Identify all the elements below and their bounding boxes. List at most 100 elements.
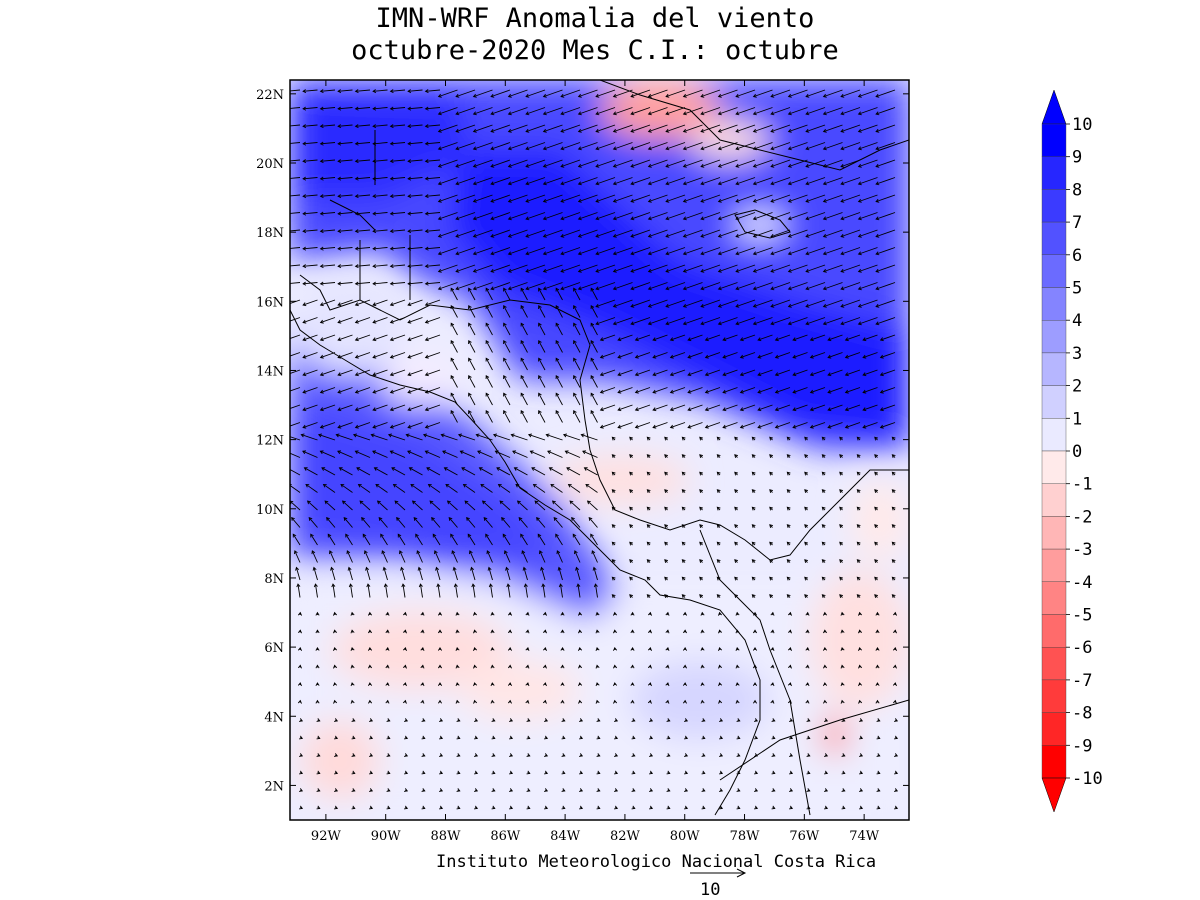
wind-vector-head [809, 407, 814, 412]
wind-vector-head [879, 337, 884, 342]
wind-vector-head [583, 467, 588, 471]
wind-vector [827, 387, 843, 393]
wind-vector-head [771, 718, 776, 722]
wind-vector [543, 107, 563, 115]
wind-vector [525, 107, 546, 115]
wind-vector-head [490, 216, 495, 221]
wind-vector-head [718, 611, 723, 616]
wind-vector-head [337, 354, 342, 359]
wind-vector [858, 177, 878, 185]
wind-vector-head [631, 718, 636, 722]
wind-vector-head [302, 194, 307, 199]
wind-vector-head [614, 718, 619, 722]
wind-vector [805, 247, 826, 255]
wind-vector-head [630, 682, 635, 687]
wind-vector-head [716, 541, 721, 546]
wind-vector [880, 334, 896, 341]
wind-vector-head [824, 735, 829, 740]
wind-vector [530, 450, 546, 458]
wind-vector-head [346, 550, 351, 555]
wind-vector-head [542, 611, 547, 616]
wind-vector-head [752, 93, 757, 98]
wind-vector-head [337, 424, 342, 429]
wind-vector-head [440, 433, 445, 438]
wind-vector [823, 264, 843, 273]
wind-vector-head [629, 559, 634, 564]
wind-vector [520, 323, 528, 336]
central-america-caribbean-coast [299, 274, 909, 561]
wind-vector-head [821, 471, 826, 476]
wind-vector-head [560, 93, 565, 98]
wind-vector-head [407, 229, 412, 234]
wind-vector-head [700, 146, 705, 151]
wind-vector-head [560, 268, 565, 273]
wind-vector-head [717, 198, 722, 203]
wind-vector [630, 107, 651, 115]
wind-vector-head [560, 163, 565, 168]
wind-vector-head [490, 111, 495, 116]
wind-vector-head [839, 454, 844, 459]
wind-vector [560, 247, 581, 255]
wind-vector-head [343, 517, 348, 521]
wind-vector-head [595, 303, 600, 308]
wind-vector-head [716, 436, 721, 441]
wind-vector-head [389, 389, 394, 394]
wind-vector-head [354, 89, 359, 94]
wind-vector [718, 89, 738, 98]
wind-vector-head [630, 93, 635, 98]
wind-vector-head [561, 735, 566, 740]
wind-vector-head [613, 682, 618, 687]
wind-vector-head [735, 699, 740, 704]
wind-vector [483, 517, 493, 528]
wind-vector-head [372, 89, 377, 94]
wind-vector-head [634, 337, 639, 342]
wind-vector-head [341, 500, 346, 505]
wind-vector-head [856, 471, 861, 476]
wind-vector [303, 177, 318, 180]
wind-vector-head [770, 216, 775, 221]
wind-vector-head [297, 699, 302, 704]
wind-vector-head [891, 541, 896, 546]
wind-vector-head [844, 424, 849, 429]
wind-vector-head [634, 354, 639, 359]
wind-vector [438, 159, 458, 168]
wind-vector [508, 229, 528, 238]
wind-vector [718, 124, 738, 133]
wind-vector [648, 142, 668, 150]
wind-vector-head [874, 541, 879, 546]
wind-vector-head [389, 450, 394, 455]
wind-vector [408, 177, 423, 180]
wind-vector [399, 550, 406, 563]
wind-vector-head [389, 302, 394, 307]
wind-vector-head [652, 372, 657, 377]
wind-vector-head [503, 410, 507, 415]
wind-vector-head [595, 251, 600, 256]
wind-vector-head [611, 471, 616, 476]
wind-vector-head [577, 611, 583, 616]
wind-vector [290, 282, 301, 284]
wind-vector-head [875, 111, 880, 116]
wind-vector [450, 288, 458, 301]
wind-vector [400, 567, 406, 581]
wind-vector-head [879, 389, 884, 394]
wind-vector-head [299, 788, 304, 792]
wind-vector-head [286, 320, 289, 323]
colorbar-label: 9 [1072, 148, 1082, 168]
wind-vector-head [455, 146, 460, 151]
wind-vector-head [525, 163, 530, 168]
wind-vector [590, 305, 598, 318]
wind-vector-head [555, 533, 559, 538]
wind-vector-head [542, 629, 547, 634]
wind-vector-head [551, 500, 556, 505]
lat-tick-label: 22N [256, 88, 284, 103]
wind-vector-head [302, 211, 307, 216]
wind-vector-head [669, 337, 674, 342]
wind-vector-head [735, 233, 740, 238]
wind-vector-head [286, 390, 289, 393]
wind-vector [302, 422, 318, 428]
wind-vector [810, 352, 826, 358]
wind-vector-head [302, 354, 307, 359]
wind-vector-head [471, 583, 476, 588]
wind-vector-head [700, 216, 705, 221]
wind-vector-head [532, 483, 537, 488]
